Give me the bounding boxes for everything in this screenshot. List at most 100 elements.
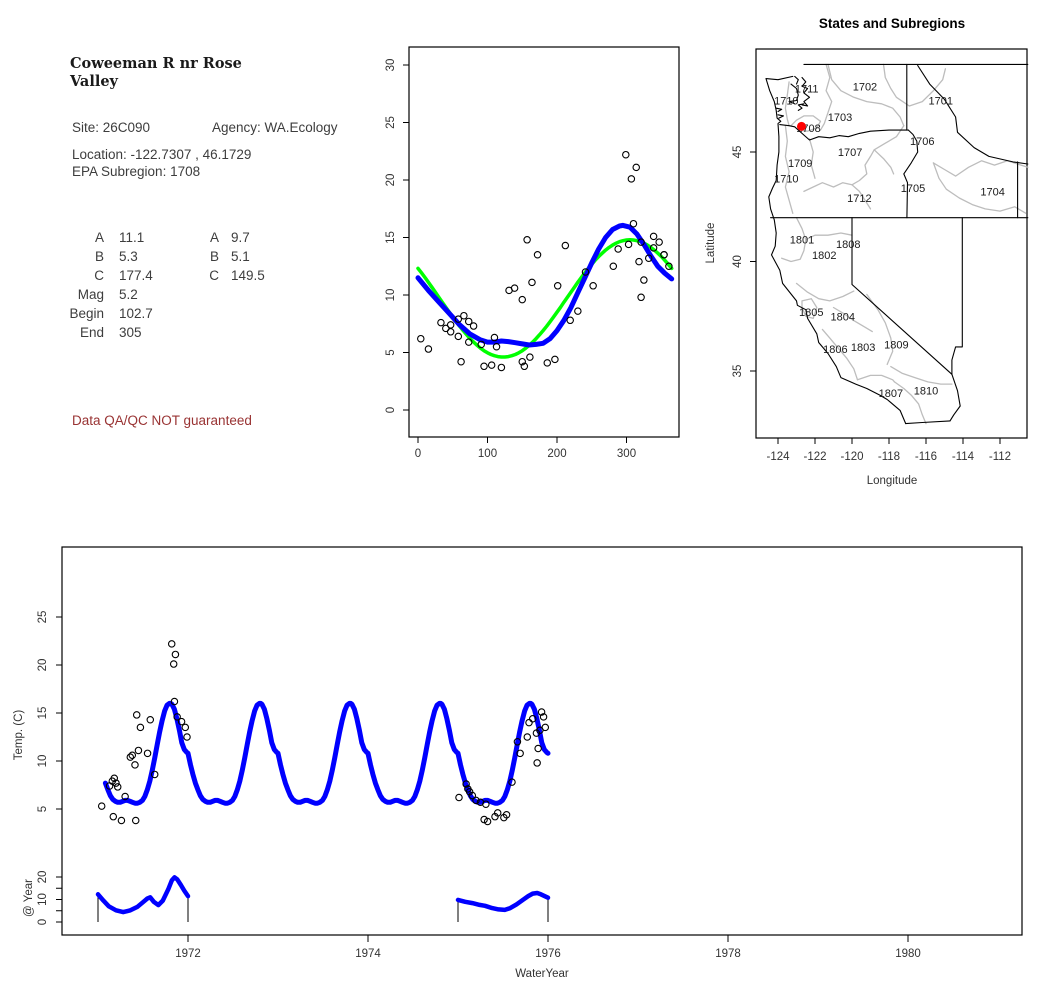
observation-point bbox=[574, 307, 582, 315]
x-tick-label: 0 bbox=[415, 448, 421, 460]
observation-point bbox=[543, 359, 552, 367]
observation-point bbox=[508, 778, 516, 786]
observation-point bbox=[523, 733, 532, 741]
subregion-label: 1710 bbox=[774, 96, 798, 108]
param-label bbox=[207, 304, 219, 323]
param-label: A bbox=[209, 230, 219, 245]
wateryear-timeseries-chart: 1972 1974 1976 1978 1980 5 10 15 20 25 0 10 20 WaterY… bbox=[13, 546, 1023, 980]
observation-point bbox=[632, 163, 640, 172]
x-tick-label: 200 bbox=[547, 448, 566, 460]
observation-point bbox=[581, 268, 590, 276]
subregion-boundary bbox=[873, 149, 895, 175]
observation-point bbox=[464, 317, 473, 326]
subregion-boundary bbox=[821, 328, 859, 381]
observation-point bbox=[523, 236, 531, 244]
observation-point bbox=[528, 278, 536, 287]
subregion-label: 1707 bbox=[838, 147, 862, 159]
observation-point bbox=[528, 715, 537, 723]
state-boundary bbox=[951, 217, 963, 375]
observation-point bbox=[472, 796, 480, 805]
x-tick-label: 1976 bbox=[535, 948, 561, 960]
y-tick-label: 15 bbox=[385, 231, 397, 244]
param-value: 177.4 bbox=[119, 268, 153, 283]
observation-point bbox=[561, 241, 570, 250]
state-boundary bbox=[851, 217, 953, 375]
observation-point bbox=[665, 262, 673, 271]
observation-point bbox=[518, 357, 527, 366]
y-tick-label: 10 bbox=[385, 289, 397, 302]
observation-point bbox=[622, 150, 630, 159]
observation-point bbox=[112, 779, 120, 787]
observation-point bbox=[553, 282, 562, 290]
x-tick-label: 1972 bbox=[175, 948, 201, 960]
state-boundary bbox=[797, 103, 805, 111]
param-value bbox=[219, 323, 311, 342]
observation-point bbox=[520, 362, 529, 371]
subregion-label: 1804 bbox=[831, 311, 855, 323]
subregion-label: 1809 bbox=[884, 340, 908, 352]
subregion-boundary bbox=[932, 162, 1027, 214]
subregion-label: 1703 bbox=[828, 112, 852, 124]
y-tick-label: 25 bbox=[385, 116, 397, 129]
observation-point bbox=[660, 251, 668, 259]
observation-point bbox=[533, 251, 542, 259]
param-value: 5.3 bbox=[119, 249, 138, 264]
epa-subregion-label: EPA Subregion: 1708 bbox=[72, 164, 201, 179]
state-boundary bbox=[777, 114, 785, 119]
y-tick-label: 15 bbox=[37, 707, 49, 720]
seasonal-fit-chart: 0 100 200 300 0 5 10 15 20 25 30 bbox=[385, 46, 680, 460]
subregion-boundary bbox=[827, 63, 905, 127]
param-value: 149.5 bbox=[231, 268, 265, 283]
y-axis-label: Temp. (C) bbox=[13, 710, 25, 761]
param-label: B bbox=[209, 249, 219, 264]
states-subregions-map: States and Subregions 1711 1702 1701 1710 170… bbox=[705, 16, 1029, 487]
observation-point bbox=[510, 284, 519, 292]
magnitude-line bbox=[455, 890, 551, 913]
longitude-tick-label: -112 bbox=[989, 451, 1011, 463]
site-location-dot bbox=[796, 121, 806, 131]
subregion-boundary bbox=[890, 365, 953, 385]
subregion-boundary bbox=[851, 184, 872, 210]
subregion-label: 1807 bbox=[879, 388, 903, 400]
observation-point bbox=[541, 723, 550, 732]
observation-point bbox=[171, 650, 180, 659]
x-tick-label: 300 bbox=[617, 448, 636, 460]
observation-point bbox=[126, 753, 135, 761]
observation-point bbox=[110, 774, 119, 783]
blue-seasonal-fit-line bbox=[415, 222, 675, 348]
observation-point bbox=[143, 749, 152, 758]
y-tick-label: 30 bbox=[385, 59, 397, 72]
observation-point bbox=[589, 282, 597, 290]
state-boundary bbox=[794, 75, 799, 85]
state-boundary bbox=[788, 83, 799, 105]
subregion-boundary bbox=[795, 282, 855, 302]
subregion-boundary bbox=[819, 63, 833, 131]
y-tick-label: 10 bbox=[37, 755, 49, 768]
y-tick-label: 5 bbox=[37, 806, 49, 812]
subregion-label: 1709 bbox=[788, 158, 812, 170]
state-boundary bbox=[903, 129, 919, 219]
subregion-boundary bbox=[866, 293, 894, 366]
map-box bbox=[755, 48, 1028, 439]
plot-box bbox=[61, 546, 1023, 936]
observation-point bbox=[490, 333, 499, 342]
x-axis-label: WaterYear bbox=[515, 968, 569, 980]
param-label: C bbox=[94, 268, 104, 283]
y-tick-label: 20 bbox=[37, 659, 49, 672]
param-value: 11.1 bbox=[119, 230, 145, 245]
station-title: Coweeman R nr Rose Valley bbox=[70, 55, 242, 91]
observation-point bbox=[513, 738, 522, 746]
observation-point bbox=[655, 238, 663, 246]
param-value bbox=[219, 285, 311, 304]
state-boundary bbox=[917, 64, 1029, 165]
state-boundary bbox=[801, 76, 811, 107]
subregion-label: 1806 bbox=[823, 344, 847, 356]
observation-point bbox=[482, 800, 490, 808]
observation-point bbox=[442, 324, 450, 333]
state-boundary bbox=[775, 107, 783, 113]
subregion-label: 1705 bbox=[901, 183, 925, 195]
observation-point bbox=[97, 802, 106, 810]
param-value: 5.2 bbox=[119, 287, 138, 302]
x-tick-label: 1974 bbox=[355, 948, 381, 960]
observation-point bbox=[136, 723, 145, 732]
